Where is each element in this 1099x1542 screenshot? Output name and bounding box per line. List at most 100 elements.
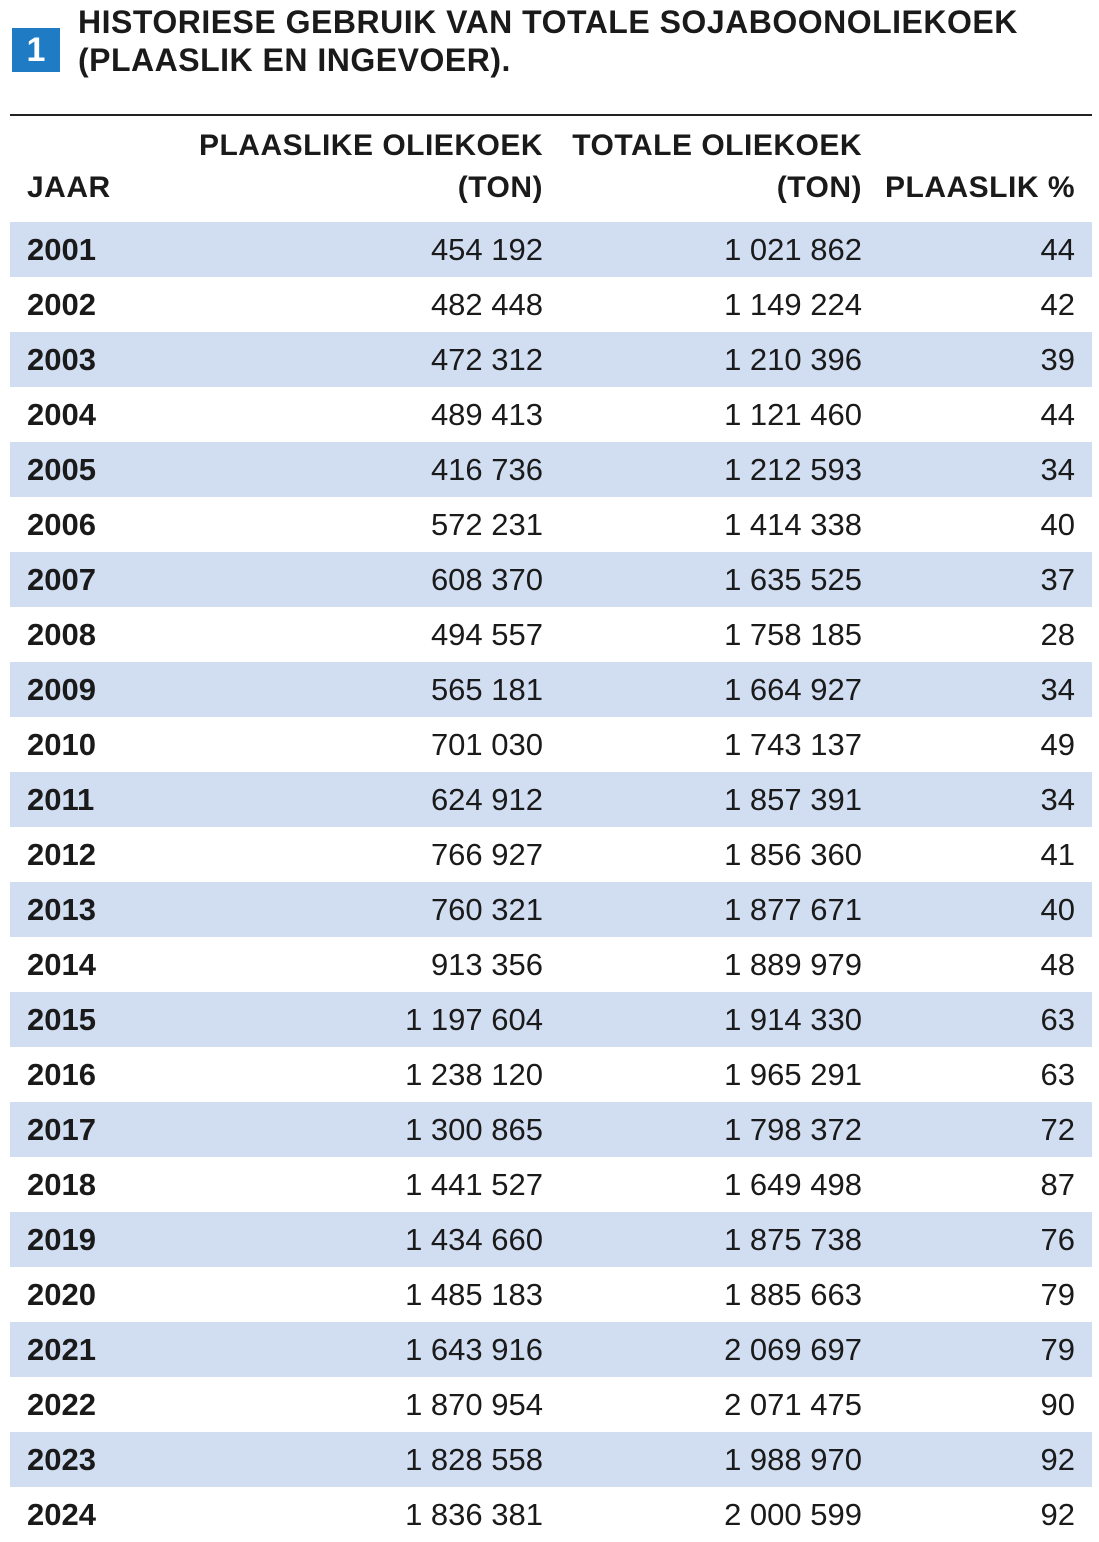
value-cell: 34 — [1040, 672, 1075, 707]
year-cell: 2014 — [27, 947, 96, 982]
table-row: 2021 1 643 916 2 069 697 79 — [10, 1322, 1092, 1377]
value-cell: 1 885 663 — [724, 1277, 862, 1312]
value-cell: 40 — [1040, 507, 1075, 542]
table-row: 2008 494 557 1 758 185 28 — [10, 607, 1092, 662]
value-cell: 1 635 525 — [724, 562, 862, 597]
value-cell: 1 300 865 — [405, 1112, 543, 1147]
year-cell: 2009 — [27, 672, 96, 707]
table-row: 2001 454 192 1 021 862 44 — [10, 222, 1092, 277]
year-cell: 2022 — [27, 1387, 96, 1422]
value-cell: 1 836 381 — [405, 1497, 543, 1532]
value-cell: 44 — [1040, 232, 1075, 267]
value-cell: 41 — [1040, 837, 1075, 872]
table-row: 2018 1 441 527 1 649 498 87 — [10, 1157, 1092, 1212]
value-cell: 63 — [1040, 1057, 1075, 1092]
year-cell: 2021 — [27, 1332, 96, 1367]
value-cell: 34 — [1040, 452, 1075, 487]
table-row: 2005 416 736 1 212 593 34 — [10, 442, 1092, 497]
value-cell: 1 210 396 — [724, 342, 862, 377]
value-cell: 1 877 671 — [724, 892, 862, 927]
table-row: 2015 1 197 604 1 914 330 63 — [10, 992, 1092, 1047]
table-row: 2011 624 912 1 857 391 34 — [10, 772, 1092, 827]
table-row: 2024 1 836 381 2 000 599 92 — [10, 1487, 1092, 1542]
table-row: 2010 701 030 1 743 137 49 — [10, 717, 1092, 772]
value-cell: 1 828 558 — [405, 1442, 543, 1477]
year-cell: 2007 — [27, 562, 96, 597]
divider — [10, 114, 1092, 116]
value-cell: 1 856 360 — [724, 837, 862, 872]
value-cell: 1 889 979 — [724, 947, 862, 982]
year-cell: 2011 — [27, 782, 95, 817]
year-cell: 2004 — [27, 397, 96, 432]
value-cell: 482 448 — [430, 287, 543, 322]
year-cell: 2016 — [27, 1057, 96, 1092]
value-cell: 454 192 — [430, 232, 543, 267]
value-cell: 48 — [1040, 947, 1075, 982]
value-cell: 28 — [1040, 617, 1075, 652]
year-cell: 2017 — [27, 1112, 96, 1147]
value-cell: 87 — [1040, 1167, 1075, 1202]
value-cell: 1 870 954 — [405, 1387, 543, 1422]
table-row: 2023 1 828 558 1 988 970 92 — [10, 1432, 1092, 1487]
table-row: 2012 766 927 1 856 360 41 — [10, 827, 1092, 882]
year-cell: 2005 — [27, 452, 96, 487]
value-cell: 1 664 927 — [724, 672, 862, 707]
value-cell: 565 181 — [430, 672, 543, 707]
value-cell: 2 069 697 — [724, 1332, 862, 1367]
value-cell: 44 — [1040, 397, 1075, 432]
value-cell: 1 875 738 — [724, 1222, 862, 1257]
figure-number: 1 — [12, 28, 60, 72]
year-cell: 2018 — [27, 1167, 96, 1202]
value-cell: 1 649 498 — [724, 1167, 862, 1202]
title: HISTORIESE GEBRUIK VAN TOTALE SOJABOONOL… — [78, 4, 1018, 40]
year-cell: 2002 — [27, 287, 96, 322]
value-cell: 42 — [1040, 287, 1075, 322]
value-cell: 79 — [1040, 1277, 1075, 1312]
column-header: PLAASLIKE OLIEKOEK — [198, 129, 543, 162]
year-cell: 2010 — [27, 727, 96, 762]
table-row: 2003 472 312 1 210 396 39 — [10, 332, 1092, 387]
value-cell: 416 736 — [430, 452, 543, 487]
value-cell: 766 927 — [430, 837, 543, 872]
table-row: 2013 760 321 1 877 671 40 — [10, 882, 1092, 937]
value-cell: 79 — [1040, 1332, 1075, 1367]
column-header: PLAASLIK % — [884, 171, 1075, 204]
value-cell: 40 — [1040, 892, 1075, 927]
year-cell: 2020 — [27, 1277, 96, 1312]
year-cell: 2003 — [27, 342, 96, 377]
year-cell: 2024 — [27, 1497, 96, 1532]
value-cell: 37 — [1040, 562, 1075, 597]
year-cell: 2006 — [27, 507, 96, 542]
year-cell: 2015 — [27, 1002, 96, 1037]
value-cell: 34 — [1040, 782, 1075, 817]
title: (PLAASLIK EN INGEVOER). — [78, 42, 511, 78]
value-cell: 1 414 338 — [724, 507, 862, 542]
value-cell: 1 238 120 — [405, 1057, 543, 1092]
value-cell: 1 965 291 — [724, 1057, 862, 1092]
value-cell: 760 321 — [430, 892, 543, 927]
value-cell: 1 643 916 — [405, 1332, 543, 1367]
value-cell: 624 912 — [430, 782, 543, 817]
value-cell: 1 021 862 — [724, 232, 862, 267]
value-cell: 701 030 — [430, 727, 543, 762]
year-cell: 2019 — [27, 1222, 96, 1257]
value-cell: 1 149 224 — [724, 287, 862, 322]
value-cell: 1 914 330 — [724, 1002, 862, 1037]
value-cell: 63 — [1040, 1002, 1075, 1037]
year-cell: 2012 — [27, 837, 96, 872]
table-row: 2007 608 370 1 635 525 37 — [10, 552, 1092, 607]
column-header: JAAR — [27, 171, 111, 204]
table-row: 2014 913 356 1 889 979 48 — [10, 937, 1092, 992]
value-cell: 90 — [1040, 1387, 1075, 1422]
value-cell: 1 857 391 — [724, 782, 862, 817]
value-cell: 76 — [1040, 1222, 1075, 1257]
table-row: 2019 1 434 660 1 875 738 76 — [10, 1212, 1092, 1267]
value-cell: 2 000 599 — [724, 1497, 862, 1532]
column-header: (TON) — [776, 171, 862, 204]
value-cell: 1 212 593 — [724, 452, 862, 487]
value-cell: 572 231 — [430, 507, 543, 542]
year-cell: 2023 — [27, 1442, 96, 1477]
table-row: 2016 1 238 120 1 965 291 63 — [10, 1047, 1092, 1102]
value-cell: 1 798 372 — [724, 1112, 862, 1147]
table-row: 2022 1 870 954 2 071 475 90 — [10, 1377, 1092, 1432]
